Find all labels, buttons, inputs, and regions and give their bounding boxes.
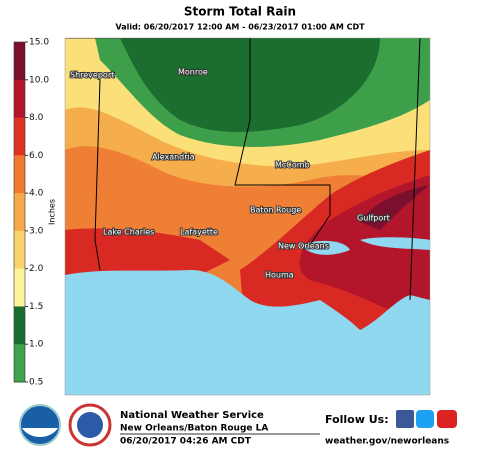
city-label: New Orleans xyxy=(278,242,329,251)
city-label: McComb xyxy=(275,161,310,170)
colorbar-band xyxy=(14,230,25,270)
colorbar-label: 6.0 xyxy=(29,151,44,161)
city-label: Monroe xyxy=(178,68,208,77)
facebook-icon[interactable] xyxy=(396,410,414,428)
city-label: Gulfport xyxy=(357,214,390,223)
subtitle: Valid: 06/20/2017 12:00 AM - 06/23/2017 … xyxy=(115,23,365,32)
colorbar: 15.0 10.0 8.0 6.0 4.0 3.0 2.0 1.5 1.0 0.5 xyxy=(13,38,49,388)
office: National Weather Service xyxy=(120,410,264,421)
map: Shreveport Monroe Alexandria McComb Bato… xyxy=(64,37,431,396)
city-label: Lake Charles xyxy=(103,228,154,237)
website[interactable]: weather.gov/neworleans xyxy=(325,437,449,447)
city-label: Baton Rouge xyxy=(250,206,301,215)
colorbar-label: 1.5 xyxy=(29,302,43,312)
colorbar-band xyxy=(14,268,25,307)
city-label: Houma xyxy=(265,271,294,280)
title: Storm Total Rain xyxy=(184,5,296,19)
colorbar-label: 4.0 xyxy=(29,189,44,199)
colorbar-band xyxy=(14,193,25,232)
youtube-icon[interactable] xyxy=(437,410,457,428)
colorbar-label: 1.0 xyxy=(29,340,44,350)
colorbar-band xyxy=(14,306,25,345)
colorbar-label: 0.5 xyxy=(29,378,43,388)
location: New Orleans/Baton Rouge LA xyxy=(120,424,268,434)
colorbar-frame xyxy=(13,41,26,383)
city-label: Shreveport xyxy=(70,71,114,80)
logos xyxy=(19,403,112,447)
follow: Follow Us: xyxy=(325,413,389,426)
colorbar-label: 3.0 xyxy=(29,226,44,236)
city-label: Lafayette xyxy=(180,228,218,237)
colorbar-band xyxy=(14,79,25,119)
colorbar-label: 2.0 xyxy=(29,264,44,274)
colorbar-label: 8.0 xyxy=(29,113,44,123)
colorbar-band xyxy=(14,344,25,383)
legend-title: Inches xyxy=(48,199,57,225)
colorbar-label: 15.0 xyxy=(29,38,49,48)
city-label: Alexandria xyxy=(152,153,195,162)
twitter-icon[interactable] xyxy=(416,410,434,428)
colorbar-band xyxy=(14,155,25,194)
colorbar-label: 10.0 xyxy=(29,75,49,85)
colorbar-band xyxy=(14,117,25,156)
colorbar-band xyxy=(14,42,25,81)
issued: 06/20/2017 04:26 AM CDT xyxy=(120,437,252,447)
